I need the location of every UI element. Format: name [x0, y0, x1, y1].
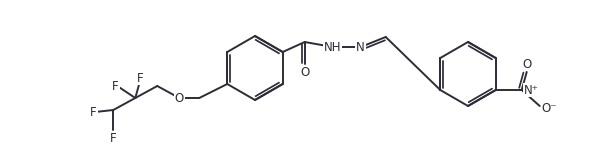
Text: NH: NH	[324, 41, 341, 54]
Text: O⁻: O⁻	[541, 101, 557, 115]
Text: O: O	[175, 91, 184, 105]
Text: N⁺: N⁺	[524, 83, 538, 96]
Text: O: O	[522, 57, 531, 71]
Text: F: F	[110, 132, 116, 145]
Text: F: F	[90, 106, 97, 118]
Text: F: F	[112, 80, 119, 92]
Text: N: N	[356, 41, 365, 54]
Text: O: O	[300, 66, 309, 78]
Text: F: F	[137, 71, 144, 85]
